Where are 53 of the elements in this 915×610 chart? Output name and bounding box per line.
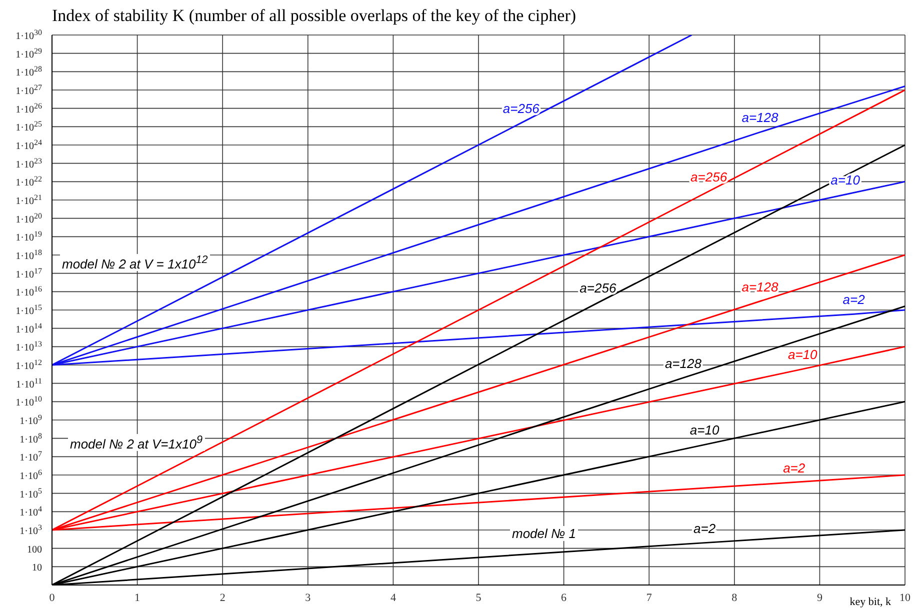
y-tick-label: 1·10$^{12}$ <box>16 358 42 372</box>
y-tick-label: 1·10$^{11}$ <box>16 376 42 390</box>
x-axis-title: key bit, k <box>850 596 891 608</box>
chart-title: Index of stability K (number of all possible overlaps of the key of the cipher) <box>52 6 576 26</box>
x-tick-label: 4 <box>390 592 396 604</box>
y-tick-label: 1·10$^{20}$ <box>16 210 42 226</box>
y-tick-label: 1·10$^{10}$ <box>16 394 42 409</box>
x-tick-label: 8 <box>732 592 738 604</box>
y-tick-label: 10 <box>32 562 42 574</box>
series-label: a=2 <box>783 460 806 476</box>
y-tick-label: 1·10$^{8}$ <box>20 430 42 446</box>
x-tick-label: 6 <box>561 592 568 604</box>
y-tick-label: 1·10$^{28}$ <box>16 64 42 79</box>
x-tick-label: 0 <box>49 592 56 604</box>
y-tick-label: 1·10$^{17}$ <box>16 266 42 280</box>
series-label: a=256 <box>690 169 728 184</box>
series-label: a=2 <box>842 292 866 308</box>
annotation: model № 2 at V=1x10$^{9}$ <box>68 434 204 452</box>
y-tick-label: 1·10$^{15}$ <box>16 302 42 317</box>
y-tick-label: 1·10$^{5}$ <box>20 486 42 500</box>
x-tick-label: 7 <box>646 592 652 604</box>
y-tick-label: 1·10$^{6}$ <box>20 468 42 482</box>
y-tick-label: 1·10$^{29}$ <box>16 46 42 60</box>
x-tick-label: 2 <box>220 592 226 604</box>
y-tick-label: 1·10$^{4}$ <box>20 504 42 519</box>
annotation: model № 2 at V = 1x10$^{12}$ <box>60 254 210 272</box>
y-tick-label: 1·10$^{18}$ <box>16 248 42 262</box>
series-label: a=10 <box>788 347 818 362</box>
y-tick-label: 100 <box>27 544 42 556</box>
y-tick-label: 1·10$^{23}$ <box>16 156 42 170</box>
x-tick-label: 1 <box>134 592 140 604</box>
y-tick-label: 1·10$^{26}$ <box>16 100 42 116</box>
y-tick-label: 1·10$^{13}$ <box>16 339 42 354</box>
y-tick-label: 1·10$^{25}$ <box>16 119 42 134</box>
y-tick-label: 1·10$^{9}$ <box>20 412 42 427</box>
series-label: a=128 <box>742 110 780 126</box>
y-tick-label: 1·10$^{3}$ <box>20 522 42 537</box>
y-tick-label: 1·10$^{19}$ <box>16 229 42 244</box>
x-tick-label: 3 <box>305 592 312 604</box>
x-tick-label: 5 <box>476 592 482 604</box>
y-tick-label: 1·10$^{22}$ <box>16 174 42 189</box>
x-tick-label: 9 <box>816 592 823 604</box>
y-tick-label: 1·10$^{30}$ <box>16 28 42 42</box>
annotation: model № 1 <box>510 526 578 541</box>
y-tick-label: 1·10$^{21}$ <box>16 192 42 207</box>
y-tick-label: 1·10$^{14}$ <box>16 320 42 336</box>
y-tick-label: 1·10$^{27}$ <box>16 82 42 97</box>
x-tick-label: 10 <box>900 592 911 604</box>
series-label: a=128 <box>742 279 780 294</box>
y-tick-label: 1·10$^{24}$ <box>16 138 42 152</box>
y-tick-label: 1·10$^{7}$ <box>20 449 42 464</box>
y-tick-label: 1·10$^{16}$ <box>16 284 42 299</box>
series-label: a=10 <box>690 422 720 438</box>
